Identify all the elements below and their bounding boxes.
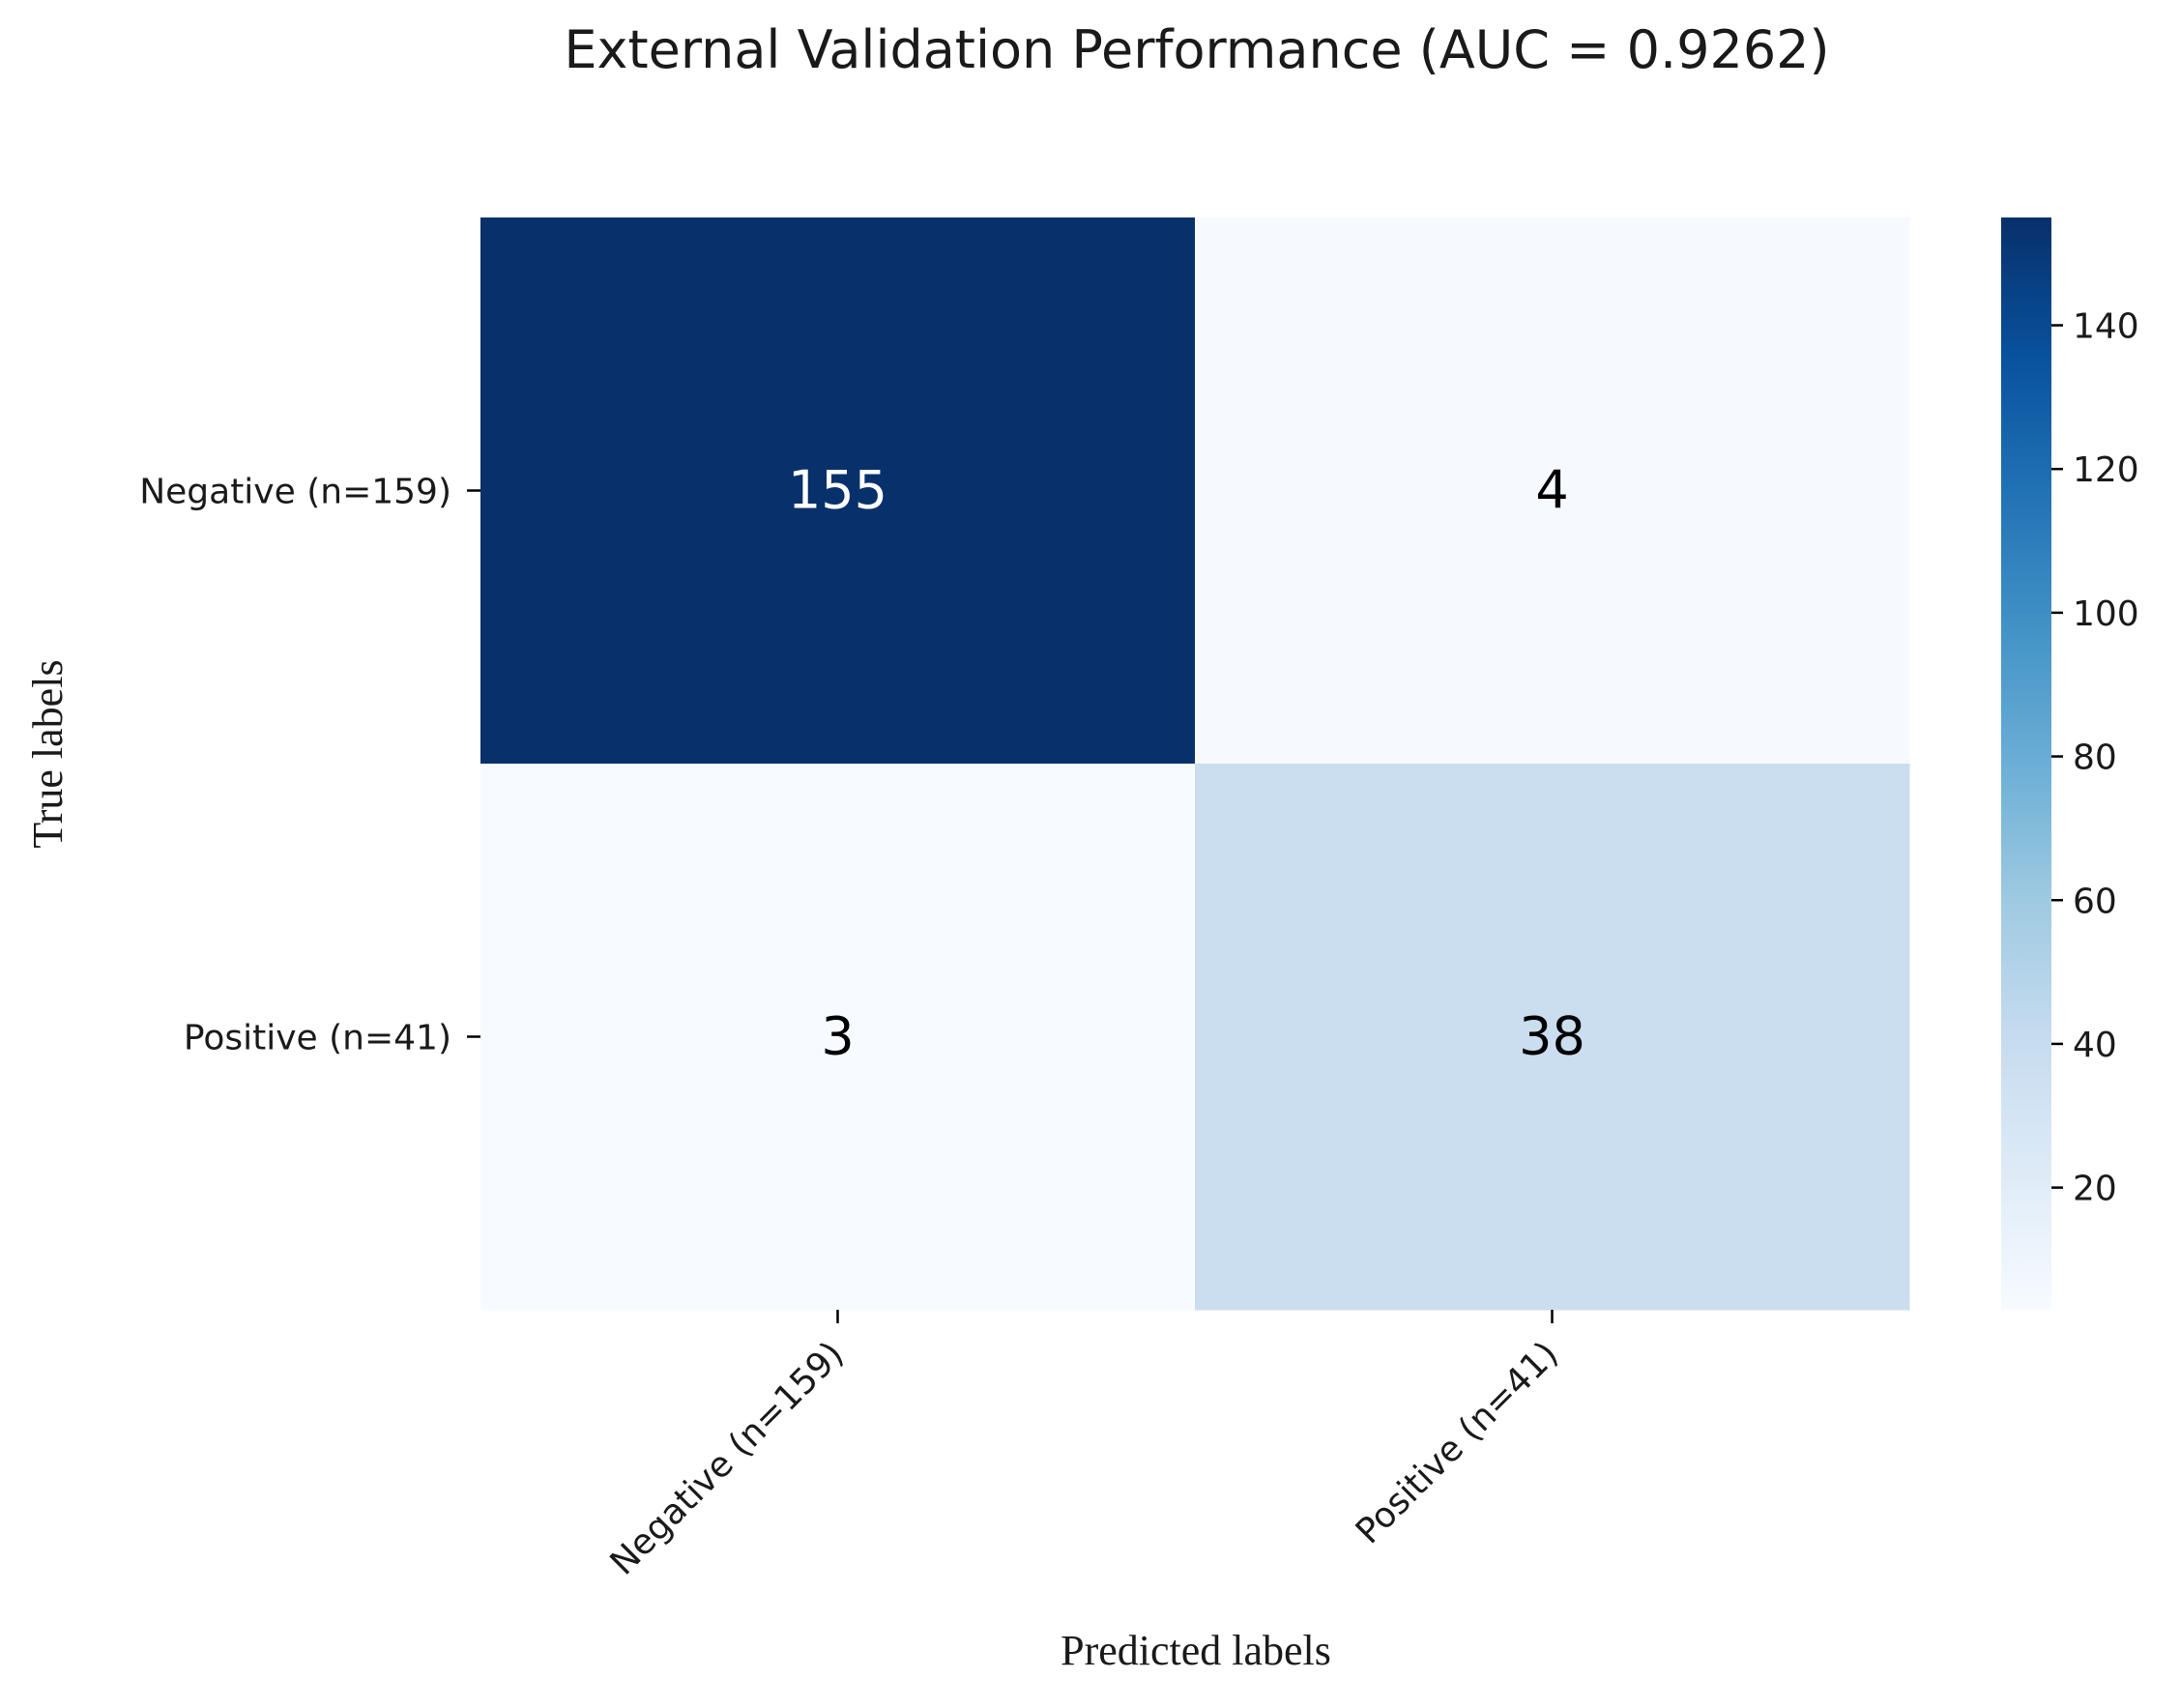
- heatmap-cell: [480, 764, 1196, 1311]
- colorbar: [2001, 217, 2051, 1310]
- cell-value-label: 38: [1519, 1006, 1585, 1067]
- colorbar-tick-label: 80: [2073, 738, 2117, 778]
- colorbar-tick-label: 60: [2073, 882, 2117, 921]
- colorbar-tick-label: 120: [2073, 450, 2139, 490]
- colorbar-tick-label: 140: [2073, 307, 2139, 347]
- y-axis: Negative (n=159) Positive (n=41): [139, 473, 480, 1058]
- cell-value-label: 155: [788, 460, 887, 521]
- colorbar-tick-label: 100: [2073, 594, 2139, 634]
- x-tick-label: Negative (n=159): [603, 1334, 852, 1582]
- x-axis: Negative (n=159) Positive (n=41): [603, 1310, 1566, 1583]
- cell-value-label: 3: [821, 1006, 854, 1067]
- colorbar-tick-label: 20: [2073, 1170, 2117, 1209]
- y-axis-label: True labels: [24, 659, 72, 848]
- heatmap-cell: [1195, 764, 1910, 1311]
- y-tick-label: Positive (n=41): [184, 1019, 451, 1058]
- colorbar-ticks: 20 40 60 80 100 120 140: [2051, 307, 2139, 1209]
- heatmap-annotations: 155 4 3 38: [788, 460, 1585, 1067]
- cell-value-label: 4: [1535, 460, 1568, 521]
- x-axis-label: Predicted labels: [1061, 1627, 1331, 1674]
- heatmap-cells: [480, 217, 1910, 1311]
- colorbar-tick-label: 40: [2073, 1026, 2117, 1065]
- heatmap-cell: [1195, 217, 1910, 765]
- y-tick-label: Negative (n=159): [139, 473, 451, 512]
- heatmap-cell: [480, 217, 1196, 765]
- x-tick-label: Positive (n=41): [1349, 1334, 1566, 1551]
- chart-title: External Validation Performance (AUC = 0…: [564, 19, 1829, 80]
